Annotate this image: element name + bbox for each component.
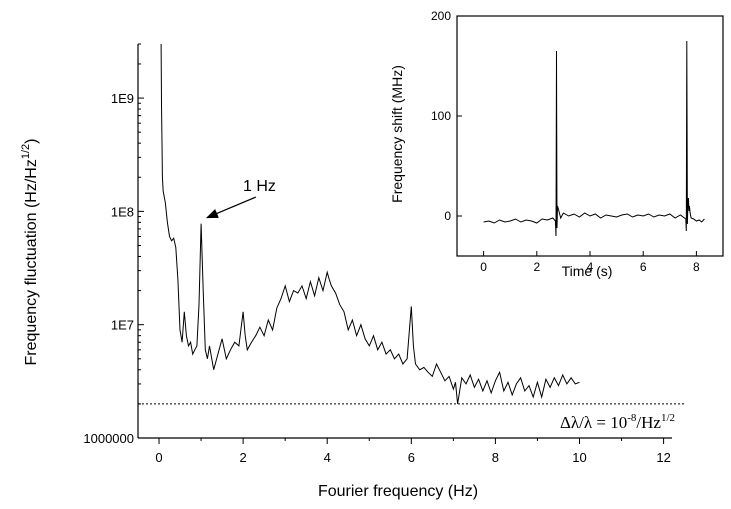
inset-x-ticks: 0 2 4 6 8 (480, 251, 700, 274)
main-x-tick-label: 12 (656, 450, 670, 465)
main-x-tick-label: 6 (408, 450, 415, 465)
annotation-arrow (205, 196, 257, 219)
main-x-ticks: 0 2 4 6 8 10 12 (155, 438, 671, 465)
main-y-tick-label: 1E8 (111, 204, 134, 219)
inset-y-ticks: 0 100 200 (431, 9, 462, 223)
main-series-line (160, 43, 580, 404)
main-x-tick-label: 2 (240, 450, 247, 465)
main-plot: 1000000 1E7 1E8 1E9 0 2 4 6 8 10 12 1 Hz Δλ/λ = 1… (20, 43, 686, 500)
annotation-label: 1 Hz (243, 178, 276, 195)
inset-plot: 0 100 200 0 2 4 6 8 Time (s) Frequency shift (… (389, 9, 724, 279)
main-y-tick-label: 1000000 (83, 431, 134, 446)
reference-line-label: Δλ/λ = 10-8/Hz1/2 (560, 412, 675, 432)
inset-x-tick-label: 0 (480, 260, 487, 274)
main-x-tick-label: 4 (324, 450, 331, 465)
main-y-tick-label: 1E7 (111, 318, 134, 333)
inset-x-tick-label: 2 (533, 260, 540, 274)
inset-y-tick-label: 0 (444, 209, 451, 223)
main-y-tick-label: 1E9 (111, 91, 134, 106)
main-x-tick-label: 8 (492, 450, 499, 465)
main-y-axis-title: Frequency fluctuation (Hz/Hz1/2) (20, 139, 40, 366)
inset-y-axis-title: Frequency shift (MHz) (389, 65, 405, 203)
main-x-tick-label: 10 (572, 450, 586, 465)
inset-x-tick-label: 8 (693, 260, 700, 274)
inset-y-tick-label: 200 (431, 9, 451, 23)
inset-y-tick-label: 100 (431, 109, 451, 123)
main-x-tick-label: 0 (155, 450, 162, 465)
inset-frame (456, 15, 724, 257)
inset-x-tick-label: 4 (587, 260, 594, 274)
main-x-axis-title: Fourier frequency (Hz) (318, 483, 478, 500)
inset-series-line (483, 40, 705, 237)
inset-x-tick-label: 6 (640, 260, 647, 274)
inset-x-axis-title: Time (s) (562, 263, 613, 279)
main-y-ticks: 1000000 1E7 1E8 1E9 (83, 43, 144, 446)
